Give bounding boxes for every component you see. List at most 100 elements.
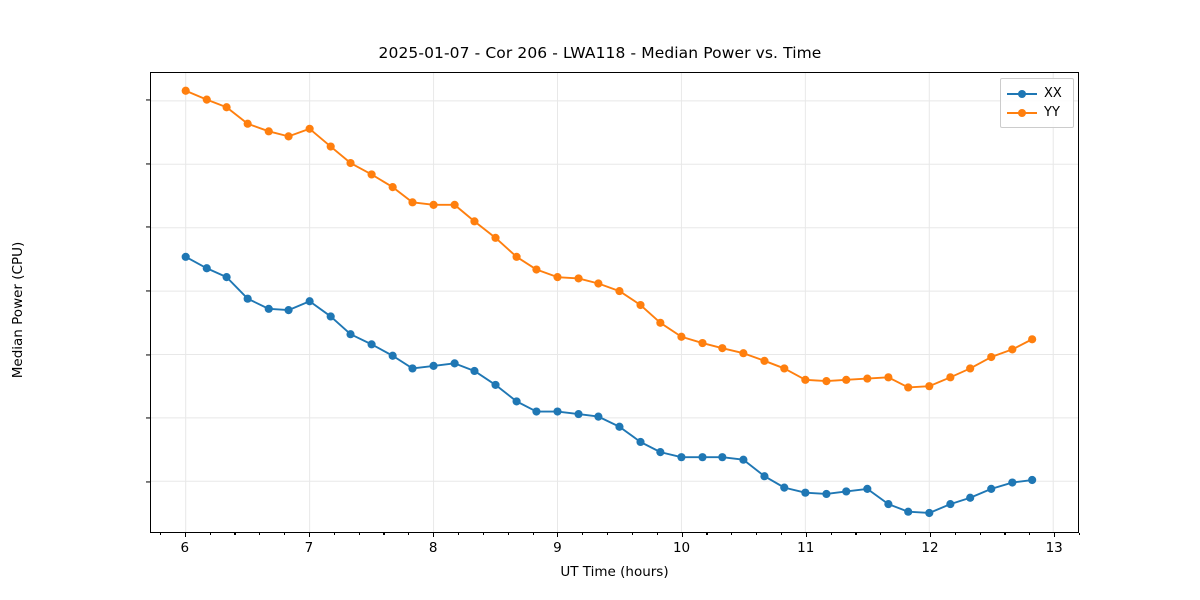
data-point <box>326 142 335 151</box>
x-tick-mark-minor <box>209 533 211 536</box>
data-point <box>429 361 438 370</box>
data-point <box>264 127 273 136</box>
data-point <box>987 484 996 493</box>
x-tick-mark-minor <box>656 533 658 536</box>
data-point <box>222 103 231 112</box>
data-point <box>656 318 665 327</box>
data-point <box>346 330 355 339</box>
legend-swatch-yy <box>1007 107 1037 119</box>
data-point <box>491 233 500 242</box>
legend[interactable]: XX YY <box>1000 78 1074 128</box>
x-tick-mark-minor <box>1079 533 1081 536</box>
x-tick-mark-minor <box>979 533 981 536</box>
data-point <box>656 448 665 457</box>
data-point <box>946 500 955 509</box>
data-point <box>966 493 975 502</box>
data-point <box>305 124 314 133</box>
x-tick-mark-minor <box>1004 533 1006 536</box>
data-point <box>780 483 789 492</box>
data-point <box>450 359 459 368</box>
data-point <box>553 407 562 416</box>
x-tick-label: 6 <box>180 540 190 556</box>
data-point <box>284 306 293 315</box>
data-point <box>822 377 831 386</box>
data-point <box>842 487 851 496</box>
x-tick-mark-minor <box>905 533 907 536</box>
data-point <box>966 364 975 373</box>
x-tick-mark-minor <box>780 533 783 536</box>
data-point <box>698 338 707 348</box>
x-tick-mark-minor <box>954 533 956 536</box>
data-point <box>408 364 417 373</box>
y-tick-mark <box>146 99 150 101</box>
x-tick-mark-minor <box>830 533 832 536</box>
x-tick-mark-minor <box>458 533 460 536</box>
y-tick-mark <box>146 417 150 419</box>
data-point <box>677 453 686 462</box>
data-point <box>904 383 913 392</box>
legend-label-xx: XX <box>1044 86 1062 101</box>
data-point <box>718 453 727 462</box>
x-tick-label: 7 <box>304 540 314 556</box>
y-axis-label: Median Power (CPU) <box>10 241 26 379</box>
page-title: 2025-01-07 - Cor 206 - LWA118 - Median P… <box>378 44 822 62</box>
x-tick-mark <box>929 533 932 537</box>
data-point <box>801 488 810 497</box>
x-tick-mark-minor <box>706 533 708 536</box>
data-point <box>615 287 624 296</box>
gridlines <box>151 73 1078 532</box>
data-point <box>1008 478 1017 487</box>
data-point <box>925 508 934 518</box>
data-point <box>243 119 252 128</box>
y-tick-mark <box>146 163 150 165</box>
data-point <box>884 373 893 382</box>
data-point <box>202 264 211 273</box>
x-tick-mark-minor <box>408 533 410 536</box>
data-point <box>491 380 500 390</box>
x-tick-mark-minor <box>482 533 484 536</box>
data-point <box>760 356 769 365</box>
y-tick-mark <box>146 481 150 483</box>
data-point <box>925 382 934 391</box>
x-tick-mark <box>433 533 435 537</box>
x-tick-mark <box>1054 533 1056 537</box>
x-tick-mark-minor <box>159 533 162 536</box>
data-point <box>801 375 810 384</box>
data-point <box>243 294 252 303</box>
data-point <box>202 95 211 104</box>
data-point <box>739 349 748 358</box>
y-tick-mark <box>146 226 150 228</box>
data-point <box>305 297 314 306</box>
x-tick-mark-minor <box>358 533 360 536</box>
data-point <box>1028 335 1037 344</box>
x-axis-label: UT Time (hours) <box>560 564 669 580</box>
y-tick-mark <box>146 290 150 292</box>
data-point <box>739 455 748 464</box>
x-tick-mark-minor <box>880 533 882 536</box>
x-tick-label: 9 <box>553 540 562 556</box>
data-point <box>408 198 417 207</box>
x-tick-label: 12 <box>921 540 939 556</box>
data-point <box>284 132 293 141</box>
data-point <box>388 183 397 192</box>
data-point <box>904 507 913 516</box>
data-point <box>470 366 479 376</box>
x-tick-mark-minor <box>532 533 534 536</box>
x-tick-mark-minor <box>582 533 584 536</box>
data-point <box>760 472 769 481</box>
data-point <box>594 279 603 288</box>
legend-item-yy[interactable]: YY <box>1007 103 1067 122</box>
data-point <box>636 437 645 447</box>
data-point <box>222 273 231 282</box>
data-point <box>718 344 727 353</box>
x-tick-mark-minor <box>507 533 509 536</box>
x-tick-mark-minor <box>333 533 335 536</box>
x-tick-label: 11 <box>797 540 815 556</box>
data-point <box>181 252 190 261</box>
data-point <box>512 397 521 406</box>
y-tick-mark <box>146 354 150 356</box>
data-point <box>470 217 479 226</box>
data-point <box>264 304 273 313</box>
legend-item-xx[interactable]: XX <box>1007 84 1067 103</box>
data-point <box>367 340 376 349</box>
